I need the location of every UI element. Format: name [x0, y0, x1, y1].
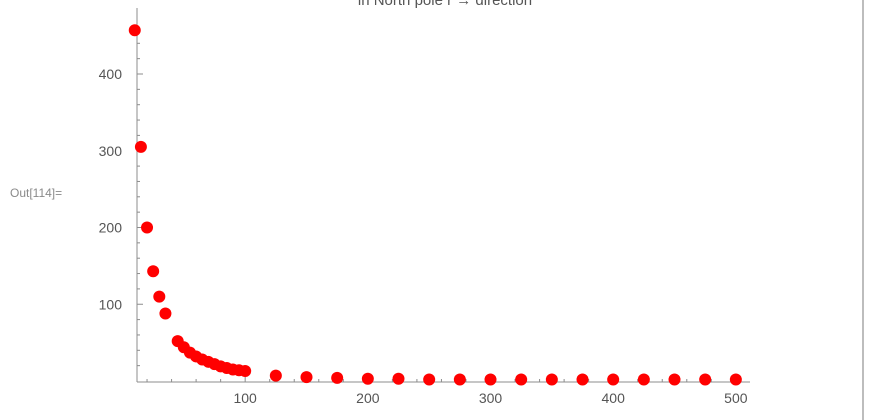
- data-point: [134, 140, 147, 153]
- out-label: Out[114]=: [10, 186, 63, 200]
- data-point: [515, 373, 528, 386]
- chart-title: in North pole r → direction: [357, 0, 533, 9]
- data-point: [361, 372, 374, 385]
- data-point: [269, 369, 282, 382]
- data-point: [153, 290, 166, 303]
- data-point: [392, 372, 405, 385]
- data-point: [637, 373, 650, 386]
- x-tick-label: 300: [479, 390, 503, 406]
- y-tick-label: 200: [99, 220, 123, 236]
- cell-bracket: [862, 0, 864, 420]
- y-tick-label: 100: [99, 296, 123, 312]
- data-point: [576, 373, 589, 386]
- y-tick-label: 300: [99, 143, 123, 159]
- x-tick-label: 400: [602, 390, 626, 406]
- data-point: [239, 365, 252, 378]
- x-tick-label: 200: [356, 390, 380, 406]
- data-point: [300, 371, 313, 384]
- data-point: [331, 371, 344, 384]
- data-point: [699, 373, 712, 386]
- x-tick-label: 500: [724, 390, 748, 406]
- data-point: [128, 24, 141, 37]
- data-point: [668, 373, 681, 386]
- data-point: [423, 373, 436, 386]
- data-point: [484, 373, 497, 386]
- data-point: [729, 373, 742, 386]
- data-point: [147, 265, 160, 278]
- data-point: [159, 307, 172, 320]
- axes: [136, 8, 750, 383]
- y-tick-label: 400: [99, 66, 123, 82]
- data-point: [453, 373, 466, 386]
- ticks: 100 200 300 400 500 100 200 300 400: [99, 27, 748, 406]
- data-point: [141, 221, 154, 234]
- data-point: [607, 373, 620, 386]
- x-tick-label: 100: [233, 390, 257, 406]
- data-points: [128, 24, 742, 386]
- data-point: [545, 373, 558, 386]
